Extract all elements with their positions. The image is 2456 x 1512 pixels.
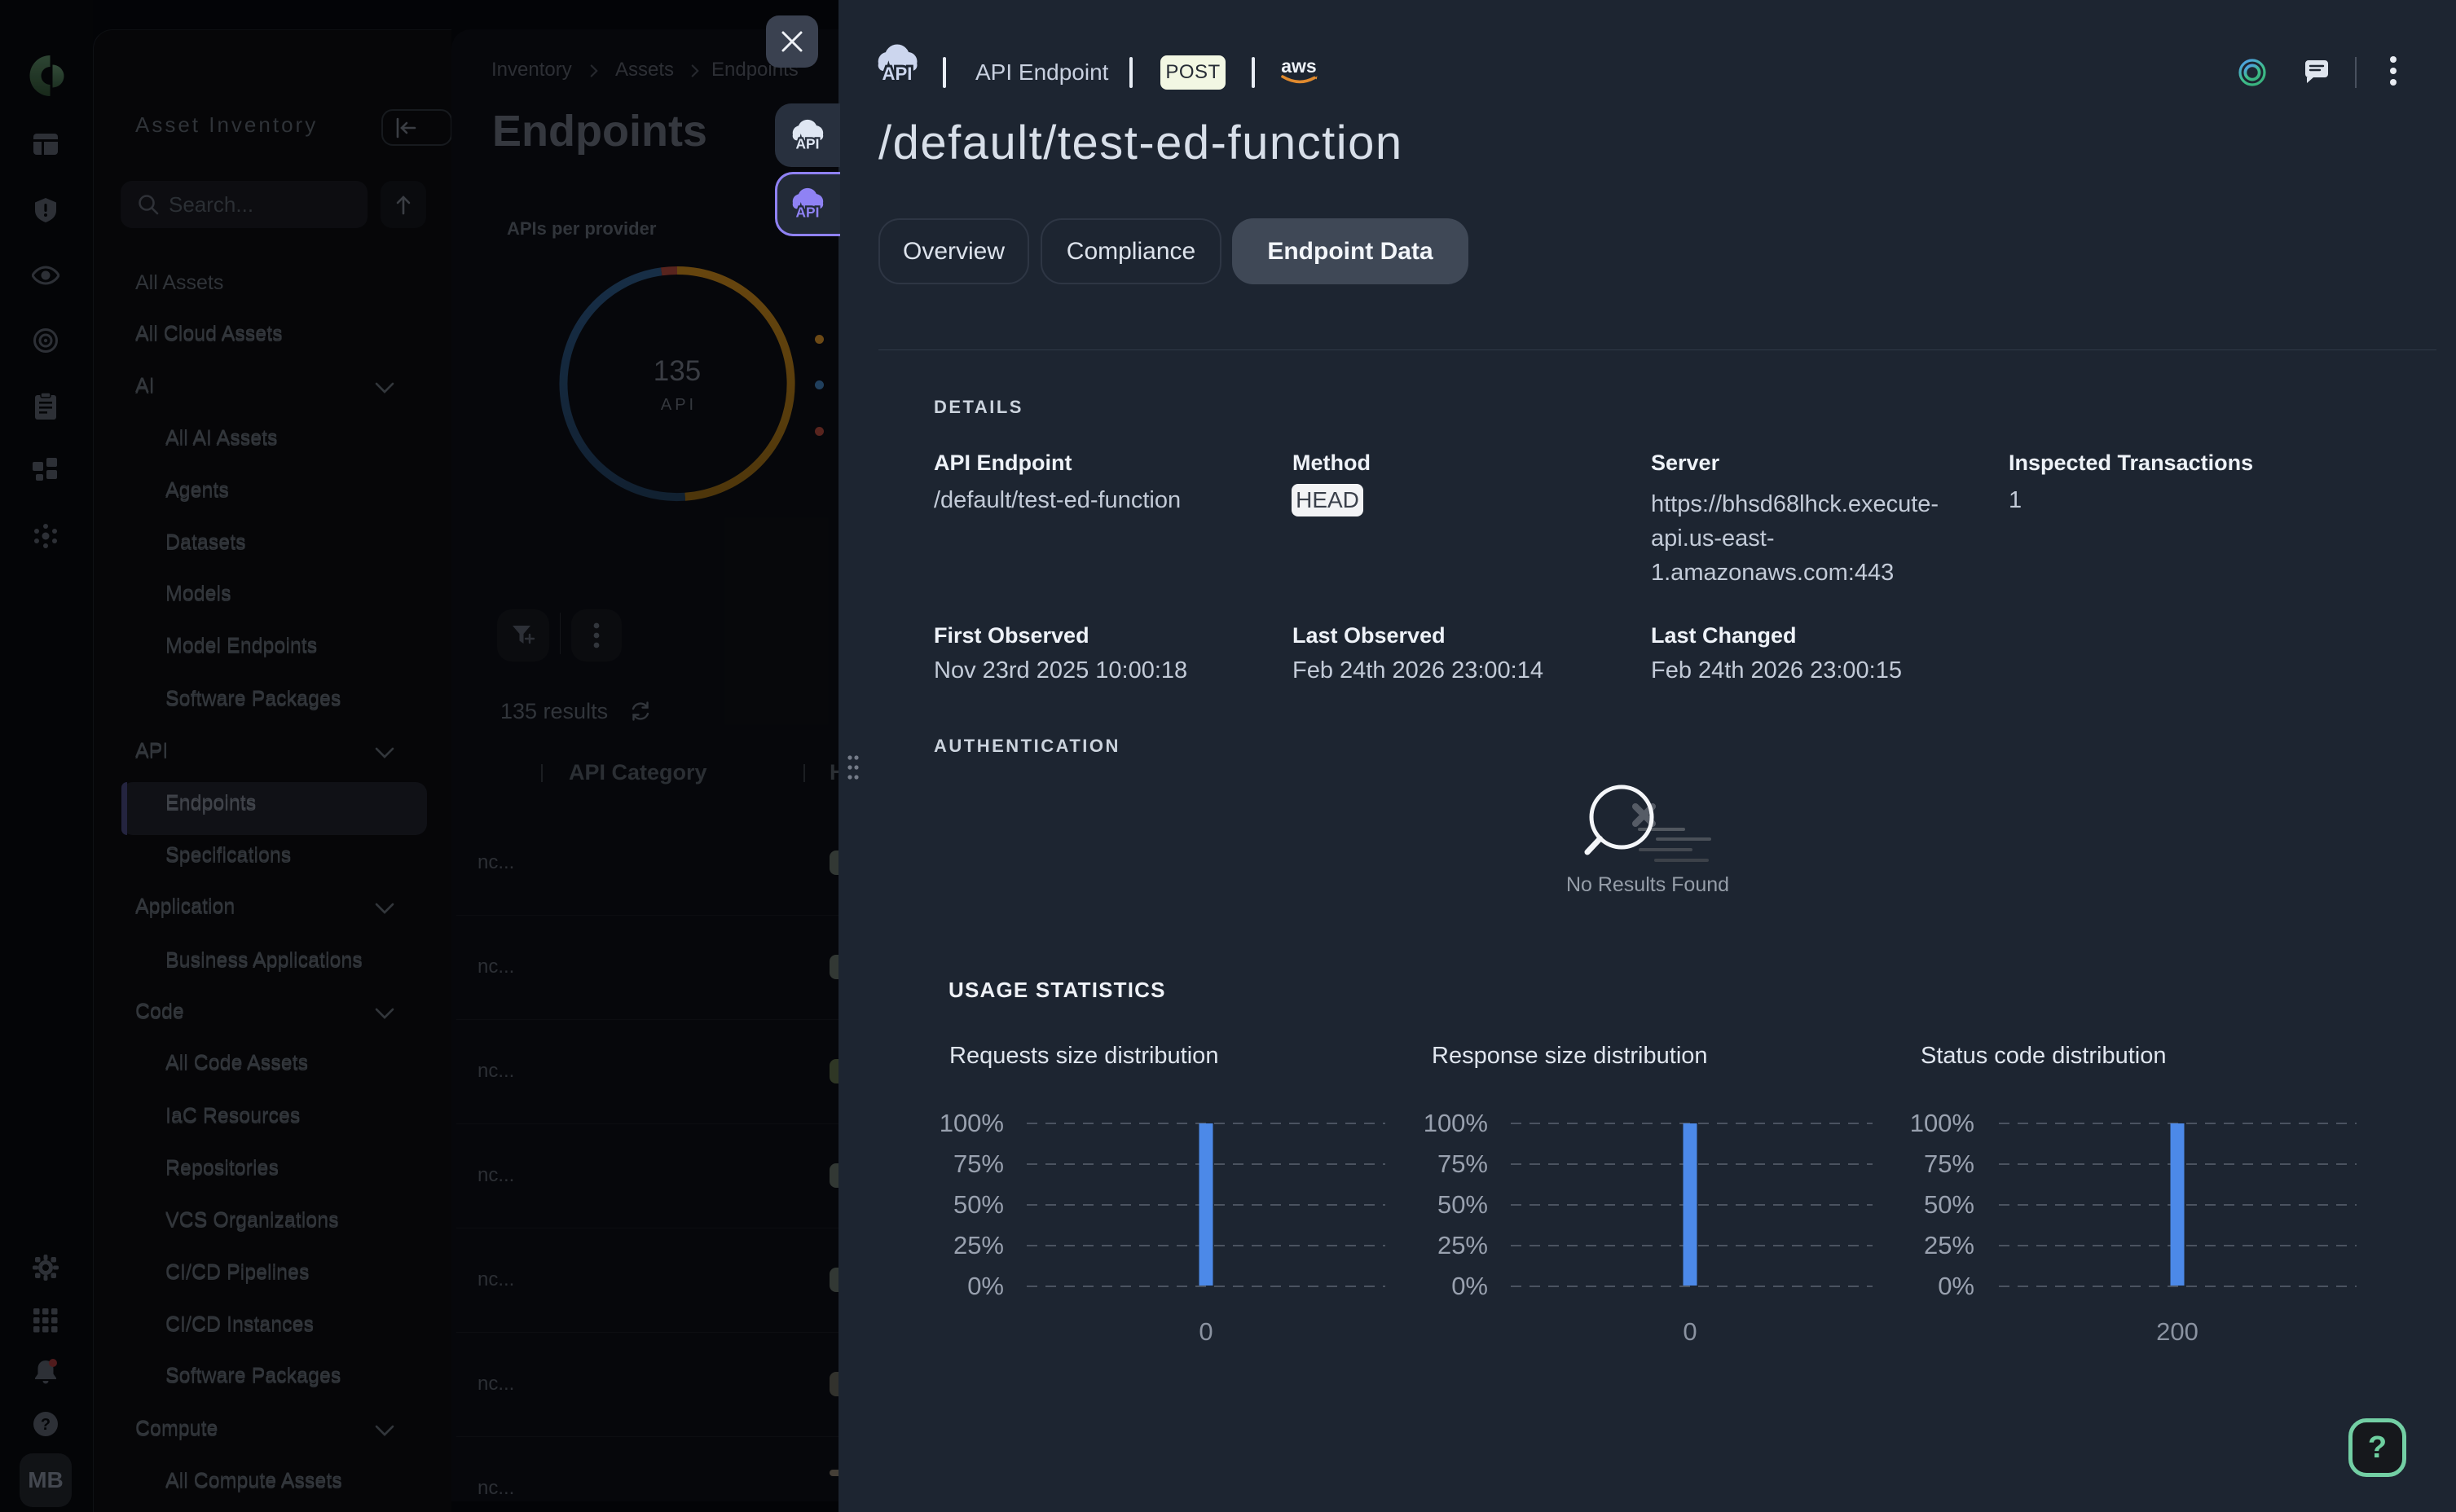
svg-text:aws: aws — [1281, 55, 1316, 77]
svg-text:API: API — [882, 64, 913, 84]
svg-text:API: API — [796, 204, 820, 220]
svg-text:?: ? — [41, 1416, 51, 1434]
svg-text:API: API — [796, 135, 820, 152]
